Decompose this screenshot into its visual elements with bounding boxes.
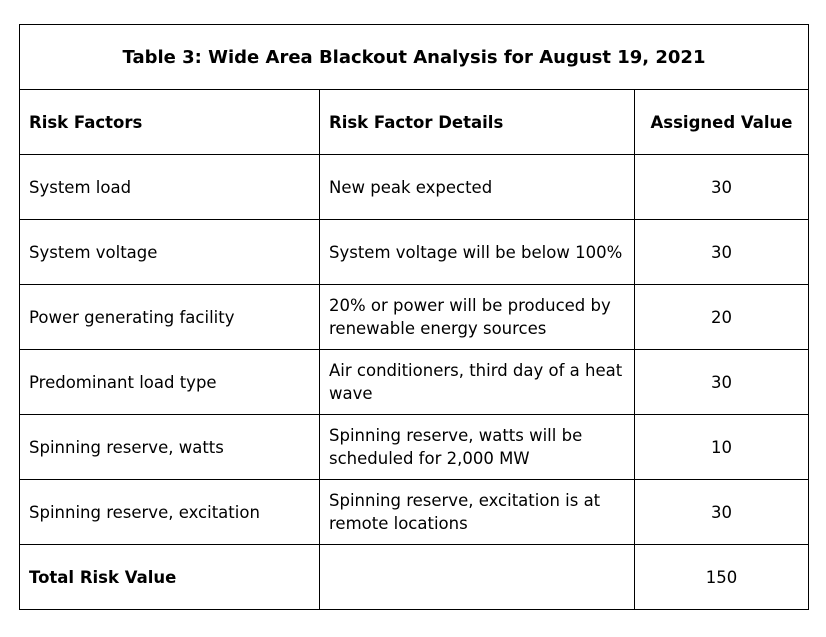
risk-analysis-table-container: Table 3: Wide Area Blackout Analysis for… [19, 24, 809, 610]
assigned-value-cell: 10 [634, 414, 809, 480]
risk-factor-cell: System voltage [19, 219, 320, 285]
risk-factor-cell: Predominant load type [19, 349, 320, 415]
table-row: Predominant load type Air conditioners, … [19, 349, 809, 415]
risk-analysis-table: Table 3: Wide Area Blackout Analysis for… [19, 24, 809, 610]
risk-factor-cell: Spinning reserve, excitation [19, 479, 320, 545]
risk-factor-details-cell: Air conditioners, third day of a heat wa… [319, 349, 635, 415]
table-row: Power generating facility 20% or power w… [19, 284, 809, 350]
table-title: Table 3: Wide Area Blackout Analysis for… [19, 24, 809, 90]
risk-factor-details-cell: Spinning reserve, watts will be schedule… [319, 414, 635, 480]
total-risk-value: 150 [634, 544, 809, 610]
total-risk-details-cell [319, 544, 635, 610]
table-row: System load New peak expected 30 [19, 154, 809, 220]
table-row: Spinning reserve, excitation Spinning re… [19, 479, 809, 545]
table-row: System voltage System voltage will be be… [19, 219, 809, 285]
risk-factor-details-cell: 20% or power will be produced by renewab… [319, 284, 635, 350]
assigned-value-cell: 30 [634, 219, 809, 285]
table-header-row: Risk Factors Risk Factor Details Assigne… [19, 89, 809, 155]
column-header-risk-factors: Risk Factors [19, 89, 320, 155]
assigned-value-cell: 30 [634, 479, 809, 545]
assigned-value-cell: 30 [634, 349, 809, 415]
total-risk-label: Total Risk Value [19, 544, 320, 610]
table-total-row: Total Risk Value 150 [19, 544, 809, 610]
assigned-value-cell: 20 [634, 284, 809, 350]
assigned-value-cell: 30 [634, 154, 809, 220]
risk-factor-details-cell: New peak expected [319, 154, 635, 220]
risk-factor-cell: Power generating facility [19, 284, 320, 350]
risk-factor-details-cell: Spinning reserve, excitation is at remot… [319, 479, 635, 545]
table-row: Spinning reserve, watts Spinning reserve… [19, 414, 809, 480]
risk-factor-details-cell: System voltage will be below 100% [319, 219, 635, 285]
column-header-risk-factor-details: Risk Factor Details [319, 89, 635, 155]
column-header-assigned-value: Assigned Value [634, 89, 809, 155]
risk-factor-cell: System load [19, 154, 320, 220]
table-title-row: Table 3: Wide Area Blackout Analysis for… [19, 24, 809, 90]
risk-factor-cell: Spinning reserve, watts [19, 414, 320, 480]
